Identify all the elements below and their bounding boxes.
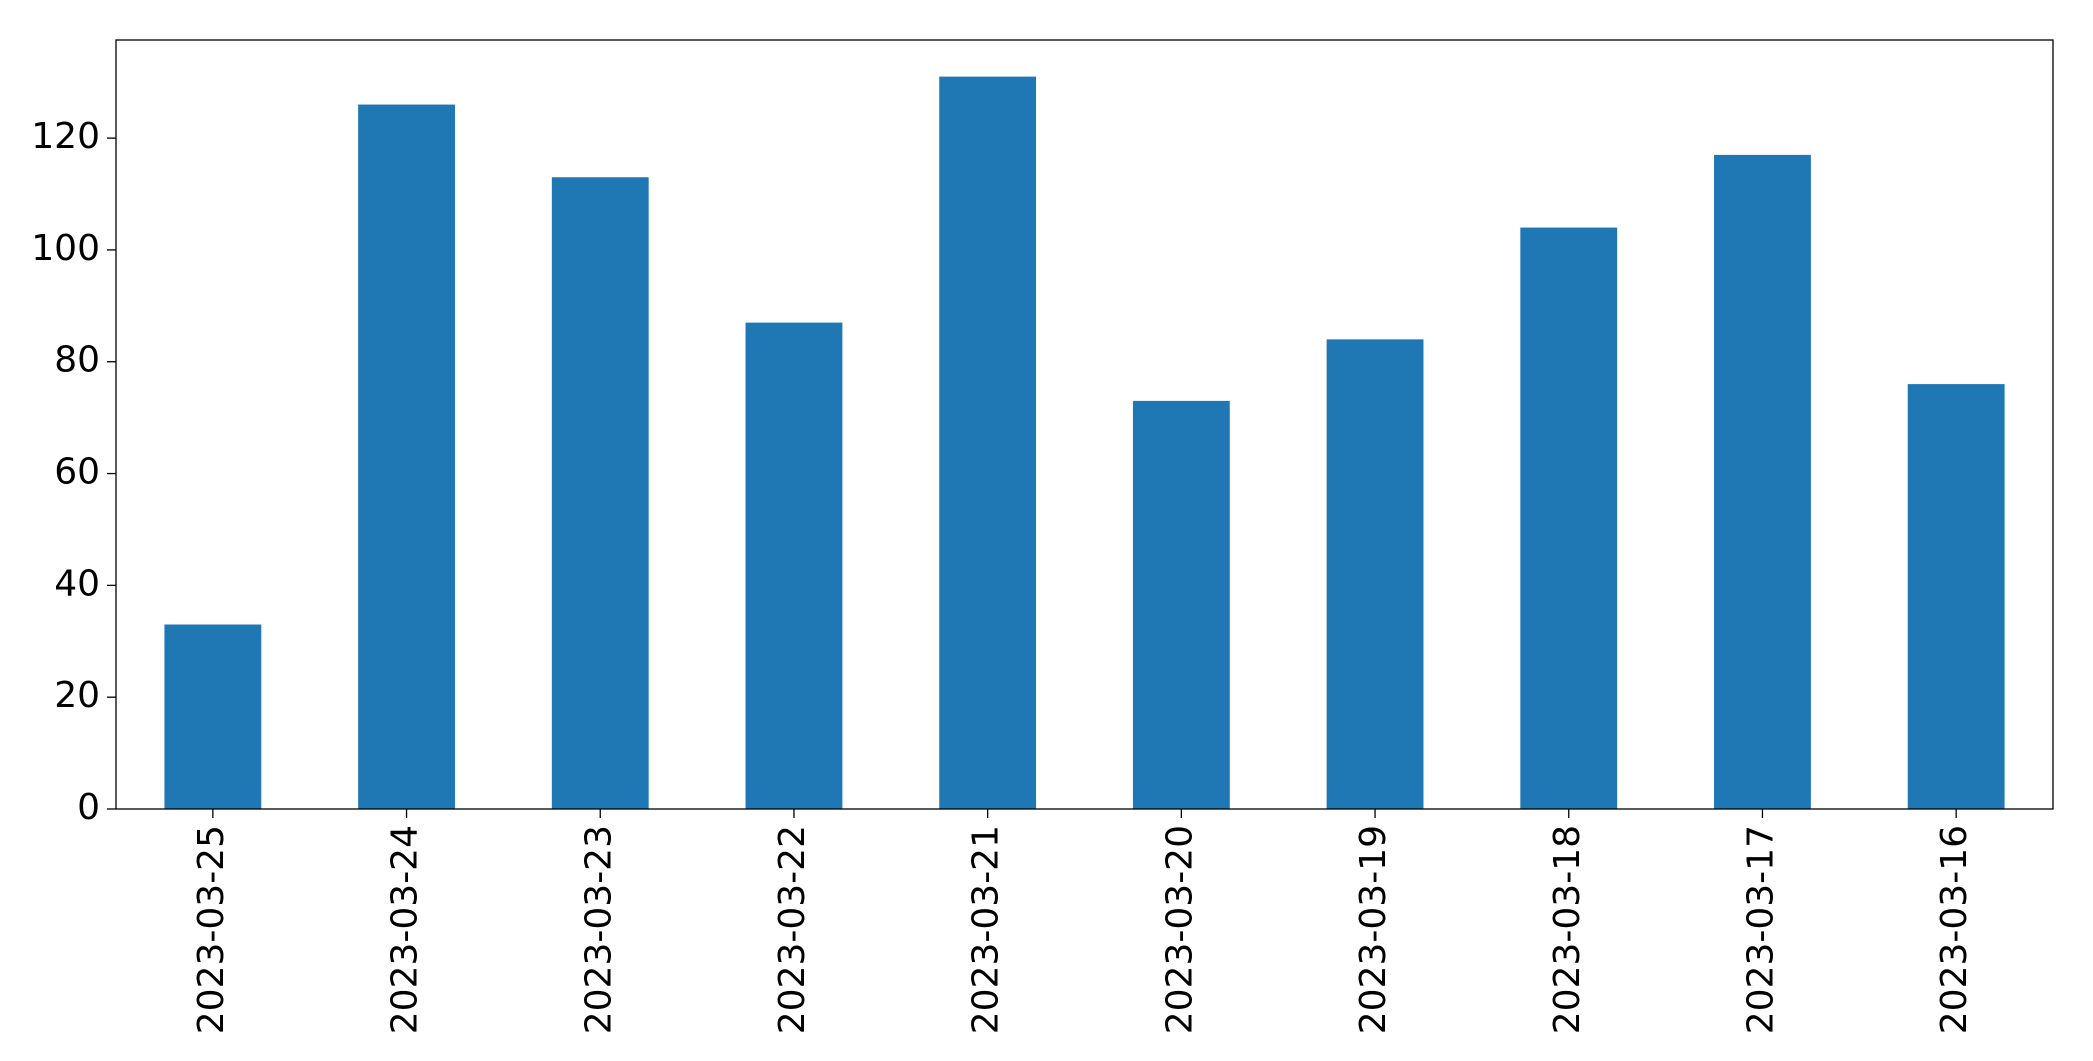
- y-tick-label: 40: [54, 563, 100, 604]
- y-tick-label: 100: [31, 228, 100, 269]
- y-tick-label: 0: [77, 787, 100, 828]
- x-tick-label: 2023-03-20: [1159, 825, 1200, 1034]
- x-tick-label: 2023-03-23: [578, 825, 619, 1034]
- bar: [745, 322, 843, 809]
- x-tick-label: 2023-03-25: [191, 825, 232, 1034]
- x-tick-label: 2023-03-18: [1547, 825, 1588, 1034]
- x-tick-label: 2023-03-22: [772, 825, 813, 1034]
- x-tick-label: 2023-03-16: [1934, 825, 1975, 1034]
- x-tick-label: 2023-03-21: [966, 825, 1007, 1034]
- bar: [1714, 154, 1811, 809]
- x-tick-label: 2023-03-24: [385, 825, 426, 1034]
- x-tick-label: 2023-03-19: [1353, 825, 1394, 1034]
- bar: [358, 104, 455, 810]
- y-tick-label: 60: [54, 452, 100, 493]
- bar: [551, 177, 649, 810]
- bar: [1907, 384, 2005, 809]
- y-tick-label: 80: [54, 340, 100, 381]
- x-tick-label: 2023-03-17: [1740, 825, 1781, 1034]
- plot-frame: [115, 39, 2054, 810]
- bar: [1132, 400, 1230, 809]
- y-tick-label: 20: [54, 675, 100, 716]
- bar: [1326, 339, 1424, 809]
- bar: [1520, 227, 1618, 809]
- y-tick-label: 120: [31, 116, 100, 157]
- bar: [164, 624, 262, 809]
- bar: [939, 76, 1037, 810]
